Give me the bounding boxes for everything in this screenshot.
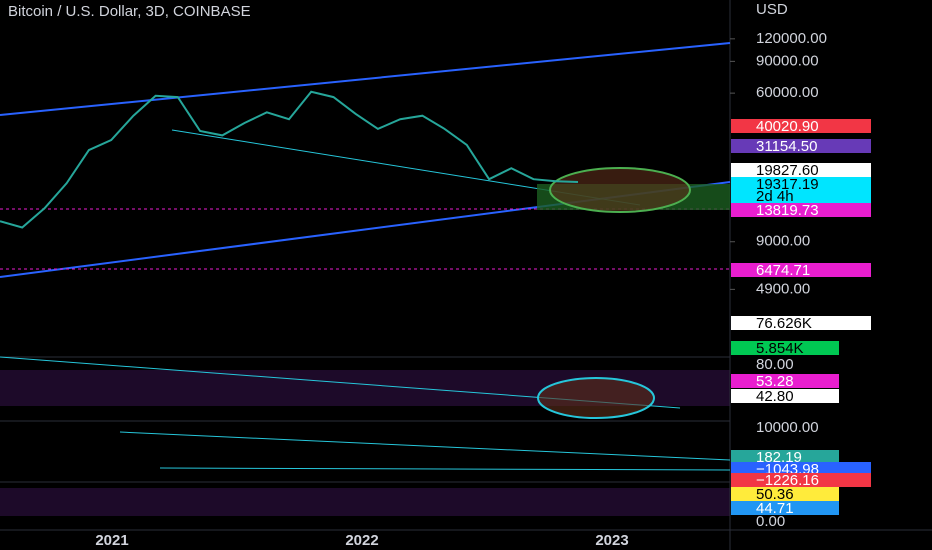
price-badge	[731, 450, 839, 464]
x-tick-label: 2021	[95, 532, 128, 549]
axis-label: 10000.00	[756, 419, 819, 436]
price-badge	[731, 119, 871, 133]
y-tick-label: 90000.00	[756, 52, 819, 69]
channel-line	[0, 42, 731, 116]
badge-label: 19317.19	[756, 176, 819, 193]
price-badge	[731, 263, 871, 277]
badge-label: 2d 4h	[756, 188, 794, 205]
axis-label: 0.00	[756, 513, 785, 530]
rsi-ellipse	[537, 377, 655, 419]
price-badge	[731, 501, 839, 515]
badge-label: 6474.71	[756, 262, 810, 279]
chart-title: Bitcoin / U.S. Dollar, 3D, COINBASE	[8, 3, 251, 20]
price-line	[0, 90, 579, 229]
price-badge	[731, 341, 839, 355]
badge-label: −1226.16	[756, 472, 819, 489]
y-tick-label: 4900.00	[756, 280, 810, 297]
price-badge	[731, 473, 871, 487]
x-tick-label: 2022	[345, 532, 378, 549]
badge-label: 31154.50	[756, 138, 817, 155]
badge-label: 182.19	[756, 449, 802, 466]
highlight-ellipse	[549, 167, 691, 213]
price-badge	[731, 139, 871, 153]
y-tick-label: 9000.00	[756, 233, 810, 250]
badge-label: 76.626K	[756, 315, 812, 332]
price-badge	[731, 177, 871, 191]
price-badge	[731, 163, 871, 177]
badge-label: 42.80	[756, 388, 794, 405]
price-badge	[731, 203, 871, 217]
macd-trend-line	[159, 467, 731, 471]
price-badge	[731, 189, 871, 203]
price-badge	[731, 487, 839, 501]
badge-label: 40020.90	[756, 118, 819, 135]
y-tick-label: 60000.00	[756, 84, 819, 101]
y-tick-label: 120000.00	[756, 30, 827, 47]
badge-label: 5.854K	[756, 340, 804, 357]
badge-label: 53.28	[756, 373, 794, 390]
price-badge	[731, 462, 871, 476]
price-badge	[731, 389, 839, 403]
stoch-band	[0, 488, 730, 516]
axis-unit: USD	[756, 1, 788, 18]
macd-trend-line	[119, 431, 731, 461]
price-badge	[731, 316, 871, 330]
badge-label: 13819.73	[756, 202, 819, 219]
x-tick-label: 2023	[595, 532, 628, 549]
badge-label: 44.71	[756, 500, 794, 517]
axis-label: 80.00	[756, 356, 794, 373]
badge-label: 50.36	[756, 486, 794, 503]
price-badge	[731, 374, 839, 388]
badge-label: 19827.60	[756, 162, 819, 179]
